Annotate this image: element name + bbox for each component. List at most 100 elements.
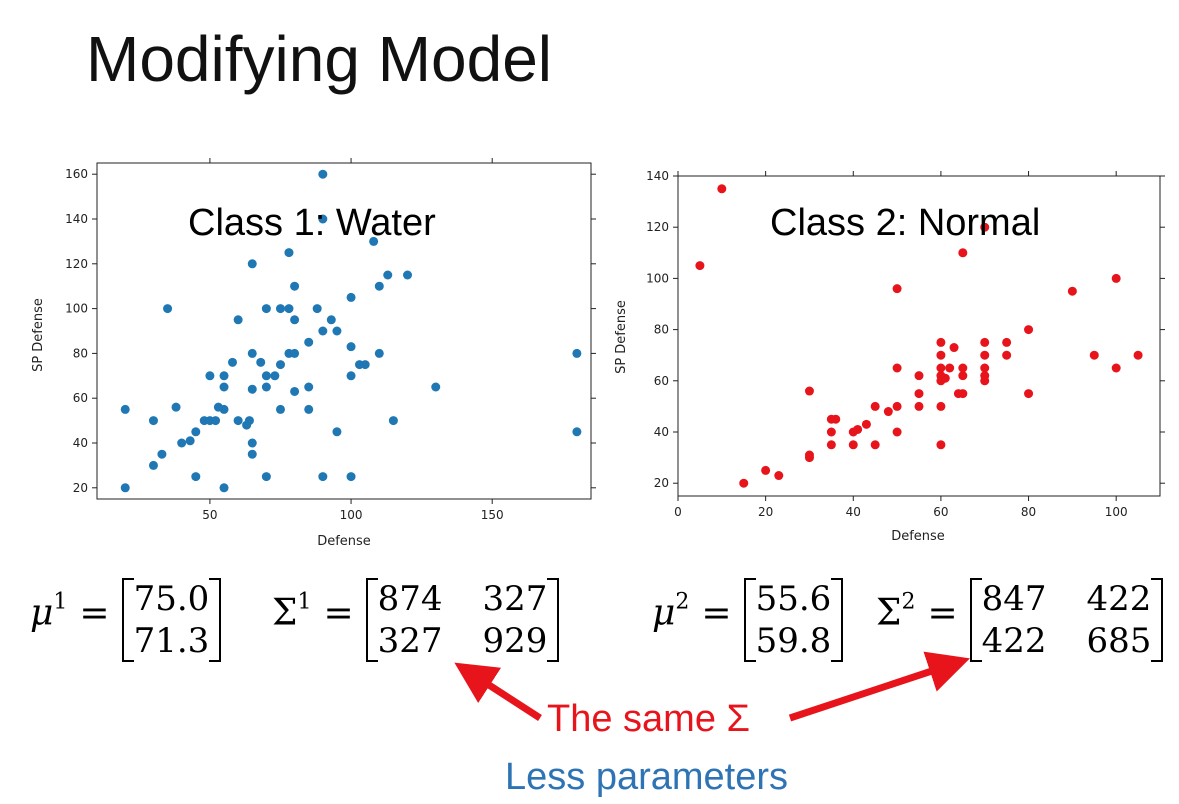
data-point [211, 416, 221, 426]
data-point [980, 376, 990, 386]
data-point [148, 460, 158, 470]
data-point [290, 315, 300, 325]
data-point [853, 424, 863, 434]
data-point [256, 357, 266, 367]
data-point [120, 483, 130, 493]
mu-symbol: μ [652, 592, 676, 634]
data-point [191, 472, 201, 482]
data-point [120, 404, 130, 414]
data-point [275, 404, 285, 414]
y-tick-label: 80 [654, 323, 669, 337]
data-point [914, 389, 924, 399]
x-tick-label: 0 [674, 505, 682, 519]
x-tick-label: 60 [933, 505, 948, 519]
data-point [290, 386, 300, 396]
x-tick-label: 100 [1105, 505, 1128, 519]
x-axis-label: Defense [891, 529, 945, 544]
data-point [383, 270, 393, 280]
data-point [980, 363, 990, 373]
data-point [861, 419, 871, 429]
plot-frame [677, 175, 1161, 497]
data-point [318, 214, 328, 224]
y-axis-label: SP Defense [614, 300, 629, 374]
data-point [848, 440, 858, 450]
y-tick-label: 60 [654, 374, 669, 388]
data-point [346, 472, 356, 482]
x-tick-label: 20 [758, 505, 773, 519]
data-point [870, 401, 880, 411]
superscript: 1 [53, 589, 68, 615]
mu1-formula: μ1 = 75.0 71.3 [30, 578, 222, 662]
mu2-formula: μ2 = 55.6 59.8 [652, 578, 844, 662]
data-point [275, 360, 285, 370]
data-point [233, 315, 243, 325]
class-label-water: Class 1: Water [188, 202, 436, 244]
data-point [369, 236, 379, 246]
matrix-cell: 422 [1086, 579, 1152, 619]
data-point [1002, 337, 1012, 347]
data-point [958, 363, 968, 373]
data-point [247, 438, 257, 448]
data-point [247, 449, 257, 459]
matrix-cell: 422 [981, 621, 1047, 661]
data-point [185, 436, 195, 446]
data-point [346, 371, 356, 381]
data-point [290, 281, 300, 291]
data-point [247, 348, 257, 358]
data-point [312, 304, 322, 314]
data-point [1089, 350, 1099, 360]
data-point [332, 326, 342, 336]
data-point [219, 404, 229, 414]
data-point [826, 427, 836, 437]
data-point [388, 416, 398, 426]
x-tick-label: 150 [481, 508, 504, 522]
mean-vector: 75.0 71.3 [121, 578, 222, 662]
data-point [958, 371, 968, 381]
equals-sign: = [79, 592, 110, 634]
data-point [695, 261, 705, 271]
data-point [360, 360, 370, 370]
matrix-cell: 71.3 [133, 621, 210, 661]
x-tick-label: 50 [202, 508, 217, 522]
data-point [247, 259, 257, 269]
data-point [148, 416, 158, 426]
mean-vector: 55.6 59.8 [743, 578, 844, 662]
y-tick-label: 20 [73, 481, 88, 495]
data-point [892, 401, 902, 411]
matrix-cell: 874 [377, 579, 443, 619]
data-point [290, 348, 300, 358]
sigma1-formula: Σ1 = 874 327 327 929 [272, 578, 560, 662]
data-point [304, 382, 314, 392]
y-tick-label: 80 [73, 346, 88, 360]
matrix-cell: 55.6 [755, 579, 832, 619]
less-parameters-note: Less parameters [505, 756, 789, 798]
data-point [949, 343, 959, 353]
class-label-normal: Class 2: Normal [770, 202, 1040, 244]
y-tick-label: 40 [654, 425, 669, 439]
y-tick-label: 120 [65, 257, 88, 271]
data-point [374, 281, 384, 291]
y-tick-label: 120 [646, 220, 669, 234]
data-point [892, 363, 902, 373]
data-point [936, 337, 946, 347]
data-point [958, 389, 968, 399]
data-point [332, 427, 342, 437]
data-point [1024, 325, 1034, 335]
data-point [403, 270, 413, 280]
superscript: 1 [297, 589, 312, 615]
data-point [1024, 389, 1034, 399]
data-point [261, 472, 271, 482]
data-point [958, 248, 968, 258]
data-point [261, 371, 271, 381]
y-tick-label: 40 [73, 436, 88, 450]
x-tick-label: 100 [340, 508, 363, 522]
data-point [831, 414, 841, 424]
matrix-cell: 847 [981, 579, 1047, 619]
data-point [739, 478, 749, 488]
matrix-cell: 685 [1086, 621, 1152, 661]
x-tick-label: 40 [846, 505, 861, 519]
same-sigma-note: The same Σ [547, 698, 751, 740]
sigma-symbol: Σ [272, 592, 298, 634]
